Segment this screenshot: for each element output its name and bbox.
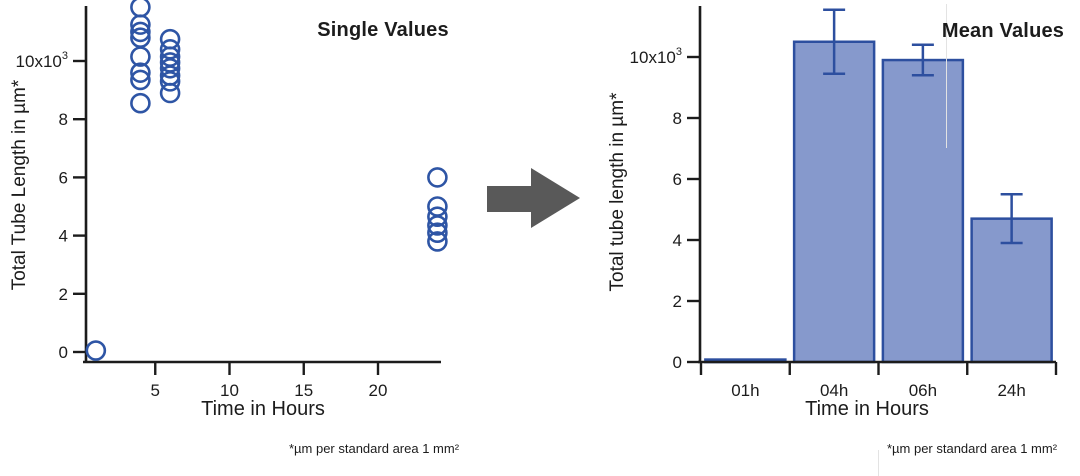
scatter-footnote: *µm per standard area 1 mm² xyxy=(288,441,460,456)
bar-axes xyxy=(698,6,1056,364)
scatter-point xyxy=(130,14,151,35)
bar-y-axis-label: Total tube length in µm* xyxy=(607,92,628,292)
scatter-x-axis-label: Time in Hours xyxy=(201,398,325,420)
scatter-point xyxy=(159,71,181,92)
y-tick-label: 6 xyxy=(673,170,682,189)
y-tick-label: 6 xyxy=(59,168,68,187)
bar-plot-area: 0 2 4 6 8 10x103 01h 04h 06h 24h xyxy=(630,6,1058,400)
x-category-label: 24h xyxy=(997,381,1025,400)
y-tick-label: 2 xyxy=(673,292,682,311)
x-category-label: 04h xyxy=(820,381,848,400)
bar-06h xyxy=(881,58,965,364)
x-tick-label: 20 xyxy=(369,381,388,400)
seam-line xyxy=(878,450,879,476)
scatter-chart-title: Single Values xyxy=(317,19,449,41)
bar-x-axis-label: Time in Hours xyxy=(805,398,929,420)
scatter-point xyxy=(427,167,448,188)
y-tick-label: 2 xyxy=(59,285,68,304)
scatter-point xyxy=(159,57,181,79)
seam-line xyxy=(946,4,947,148)
scatter-y-axis-label: Total Tube Length in µm* xyxy=(9,79,30,291)
scatter-point xyxy=(130,69,151,91)
scatter-point xyxy=(85,340,107,361)
x-tick-label: 15 xyxy=(294,381,313,400)
scatter-point xyxy=(427,231,448,252)
bar-footnote: *µm per standard area 1 mm² xyxy=(886,441,1058,456)
y-tick-label: 4 xyxy=(673,231,682,250)
y-tick-label: 10x103 xyxy=(630,46,682,67)
scatter-plot-area: 0 2 4 6 8 10x103 5 10 15 20 xyxy=(16,0,448,400)
scatter-point xyxy=(159,82,181,104)
y-tick-label: 0 xyxy=(673,353,682,372)
x-category-label: 06h xyxy=(909,381,937,400)
x-category-label: 01h xyxy=(731,381,759,400)
scatter-point xyxy=(130,92,151,114)
scatter-point xyxy=(130,46,151,67)
scatter-point xyxy=(427,206,448,227)
scatter-point xyxy=(130,0,151,18)
y-tick-label: 0 xyxy=(59,343,68,362)
y-tick-label: 10x103 xyxy=(16,50,68,71)
y-tick-label: 8 xyxy=(673,109,682,128)
scatter-axes xyxy=(83,6,441,364)
x-tick-label: 10 xyxy=(220,381,239,400)
scatter-point xyxy=(427,222,448,243)
y-tick-label: 4 xyxy=(59,227,68,246)
bar-chart-title: Mean Values xyxy=(941,20,1065,42)
transform-arrow-icon xyxy=(487,168,580,228)
y-tick-label: 8 xyxy=(59,110,68,129)
scatter-point xyxy=(427,215,448,236)
bar-04h xyxy=(792,40,876,364)
scatter-point xyxy=(130,21,151,43)
scatter-point xyxy=(130,62,151,83)
x-tick-label: 5 xyxy=(151,381,160,400)
